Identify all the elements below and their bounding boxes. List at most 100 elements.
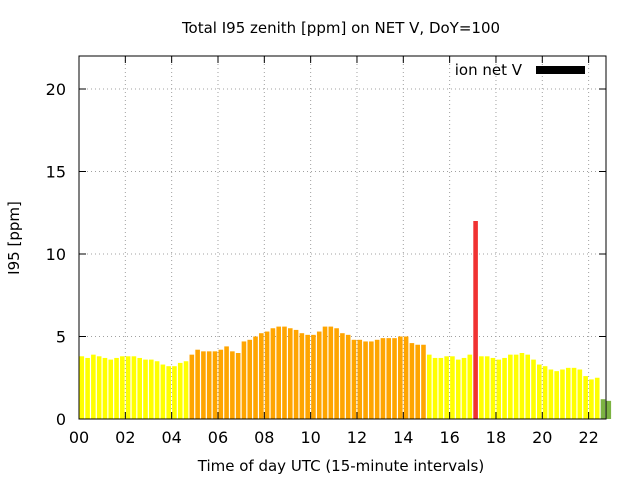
y-tick-label: 20	[46, 80, 66, 99]
bar	[351, 339, 357, 419]
bar	[218, 349, 224, 419]
x-tick-label: 14	[393, 428, 413, 447]
bar	[108, 359, 114, 419]
bar	[299, 333, 305, 419]
bar	[259, 333, 264, 419]
bar	[363, 341, 368, 419]
bar	[189, 354, 195, 419]
bar	[525, 354, 531, 419]
bar	[594, 377, 600, 419]
bar	[583, 376, 588, 419]
x-tick-label: 00	[69, 428, 89, 447]
bar	[513, 354, 519, 419]
y-axis-label: I95 [ppm]	[5, 201, 23, 275]
legend-label: ion net V	[455, 61, 523, 79]
bar	[438, 357, 444, 419]
y-tick-label: 5	[56, 328, 66, 347]
bar	[548, 369, 554, 419]
x-tick-label: 22	[578, 428, 598, 447]
bar	[206, 351, 212, 419]
bar	[131, 356, 137, 419]
bar	[403, 336, 409, 419]
bar	[166, 366, 171, 419]
bar	[287, 328, 293, 419]
bar	[392, 338, 397, 419]
bar	[282, 326, 287, 419]
bar	[183, 361, 189, 419]
bar	[479, 356, 484, 419]
bar	[195, 349, 200, 419]
plot-frame	[78, 55, 607, 420]
bar	[316, 331, 322, 419]
bar	[96, 356, 102, 419]
bar	[484, 356, 490, 419]
y-tick-label: 10	[46, 245, 66, 264]
chart-title: Total I95 zenith [ppm] on NET V, DoY=100	[181, 19, 500, 37]
y-tick-label: 0	[56, 410, 66, 429]
bar	[212, 351, 218, 419]
bar	[467, 354, 473, 419]
bar	[531, 359, 536, 419]
bar	[345, 334, 351, 419]
bar	[426, 354, 432, 419]
bar	[102, 357, 108, 419]
bar	[247, 339, 253, 419]
bar	[369, 341, 374, 419]
y-tick-label: 15	[46, 163, 66, 182]
bar	[253, 336, 258, 419]
bar	[160, 364, 166, 419]
x-tick-label: 04	[161, 428, 181, 447]
bar	[554, 371, 559, 419]
bar	[322, 326, 328, 419]
bar	[571, 367, 577, 419]
bar	[409, 343, 415, 419]
bar	[148, 359, 154, 419]
x-tick-label: 10	[300, 428, 320, 447]
bar	[357, 339, 363, 419]
bar	[461, 357, 467, 419]
bar	[600, 399, 606, 419]
tick-labels: 0 5 10 15 20 00 02 04 06 08 10 12 14 16 18 20 22	[46, 80, 599, 447]
bar	[125, 356, 131, 419]
x-tick-label: 20	[532, 428, 552, 447]
bars	[79, 221, 612, 419]
bar	[241, 341, 247, 419]
bar	[201, 351, 206, 419]
bar	[143, 359, 148, 419]
ticks	[78, 56, 606, 420]
bar	[606, 400, 612, 419]
legend-swatch	[536, 66, 585, 74]
x-axis-label: Time of day UTC (15-minute intervals)	[197, 457, 484, 475]
bar	[230, 351, 235, 419]
x-tick-label: 02	[115, 428, 135, 447]
bar	[415, 344, 420, 419]
bar	[502, 357, 507, 419]
bar	[450, 356, 455, 419]
bar	[91, 354, 96, 419]
bar	[114, 357, 119, 419]
grid	[79, 56, 606, 419]
bar	[374, 339, 380, 419]
bar	[235, 353, 241, 419]
bar	[519, 353, 525, 419]
legend: ion net V	[455, 61, 585, 79]
bar	[421, 344, 426, 419]
bar	[311, 334, 316, 419]
bar	[172, 366, 177, 419]
bar	[386, 338, 392, 419]
bar	[560, 369, 565, 419]
bar	[542, 366, 548, 419]
x-tick-label: 06	[208, 428, 228, 447]
bar	[276, 326, 281, 419]
bar	[328, 326, 334, 419]
bar	[154, 361, 160, 419]
bar	[85, 357, 90, 419]
bar	[120, 356, 125, 419]
x-tick-label: 12	[347, 428, 367, 447]
bar	[137, 357, 143, 419]
bar	[589, 379, 594, 419]
bar	[293, 329, 299, 419]
bar	[264, 331, 270, 419]
bar	[305, 334, 310, 419]
